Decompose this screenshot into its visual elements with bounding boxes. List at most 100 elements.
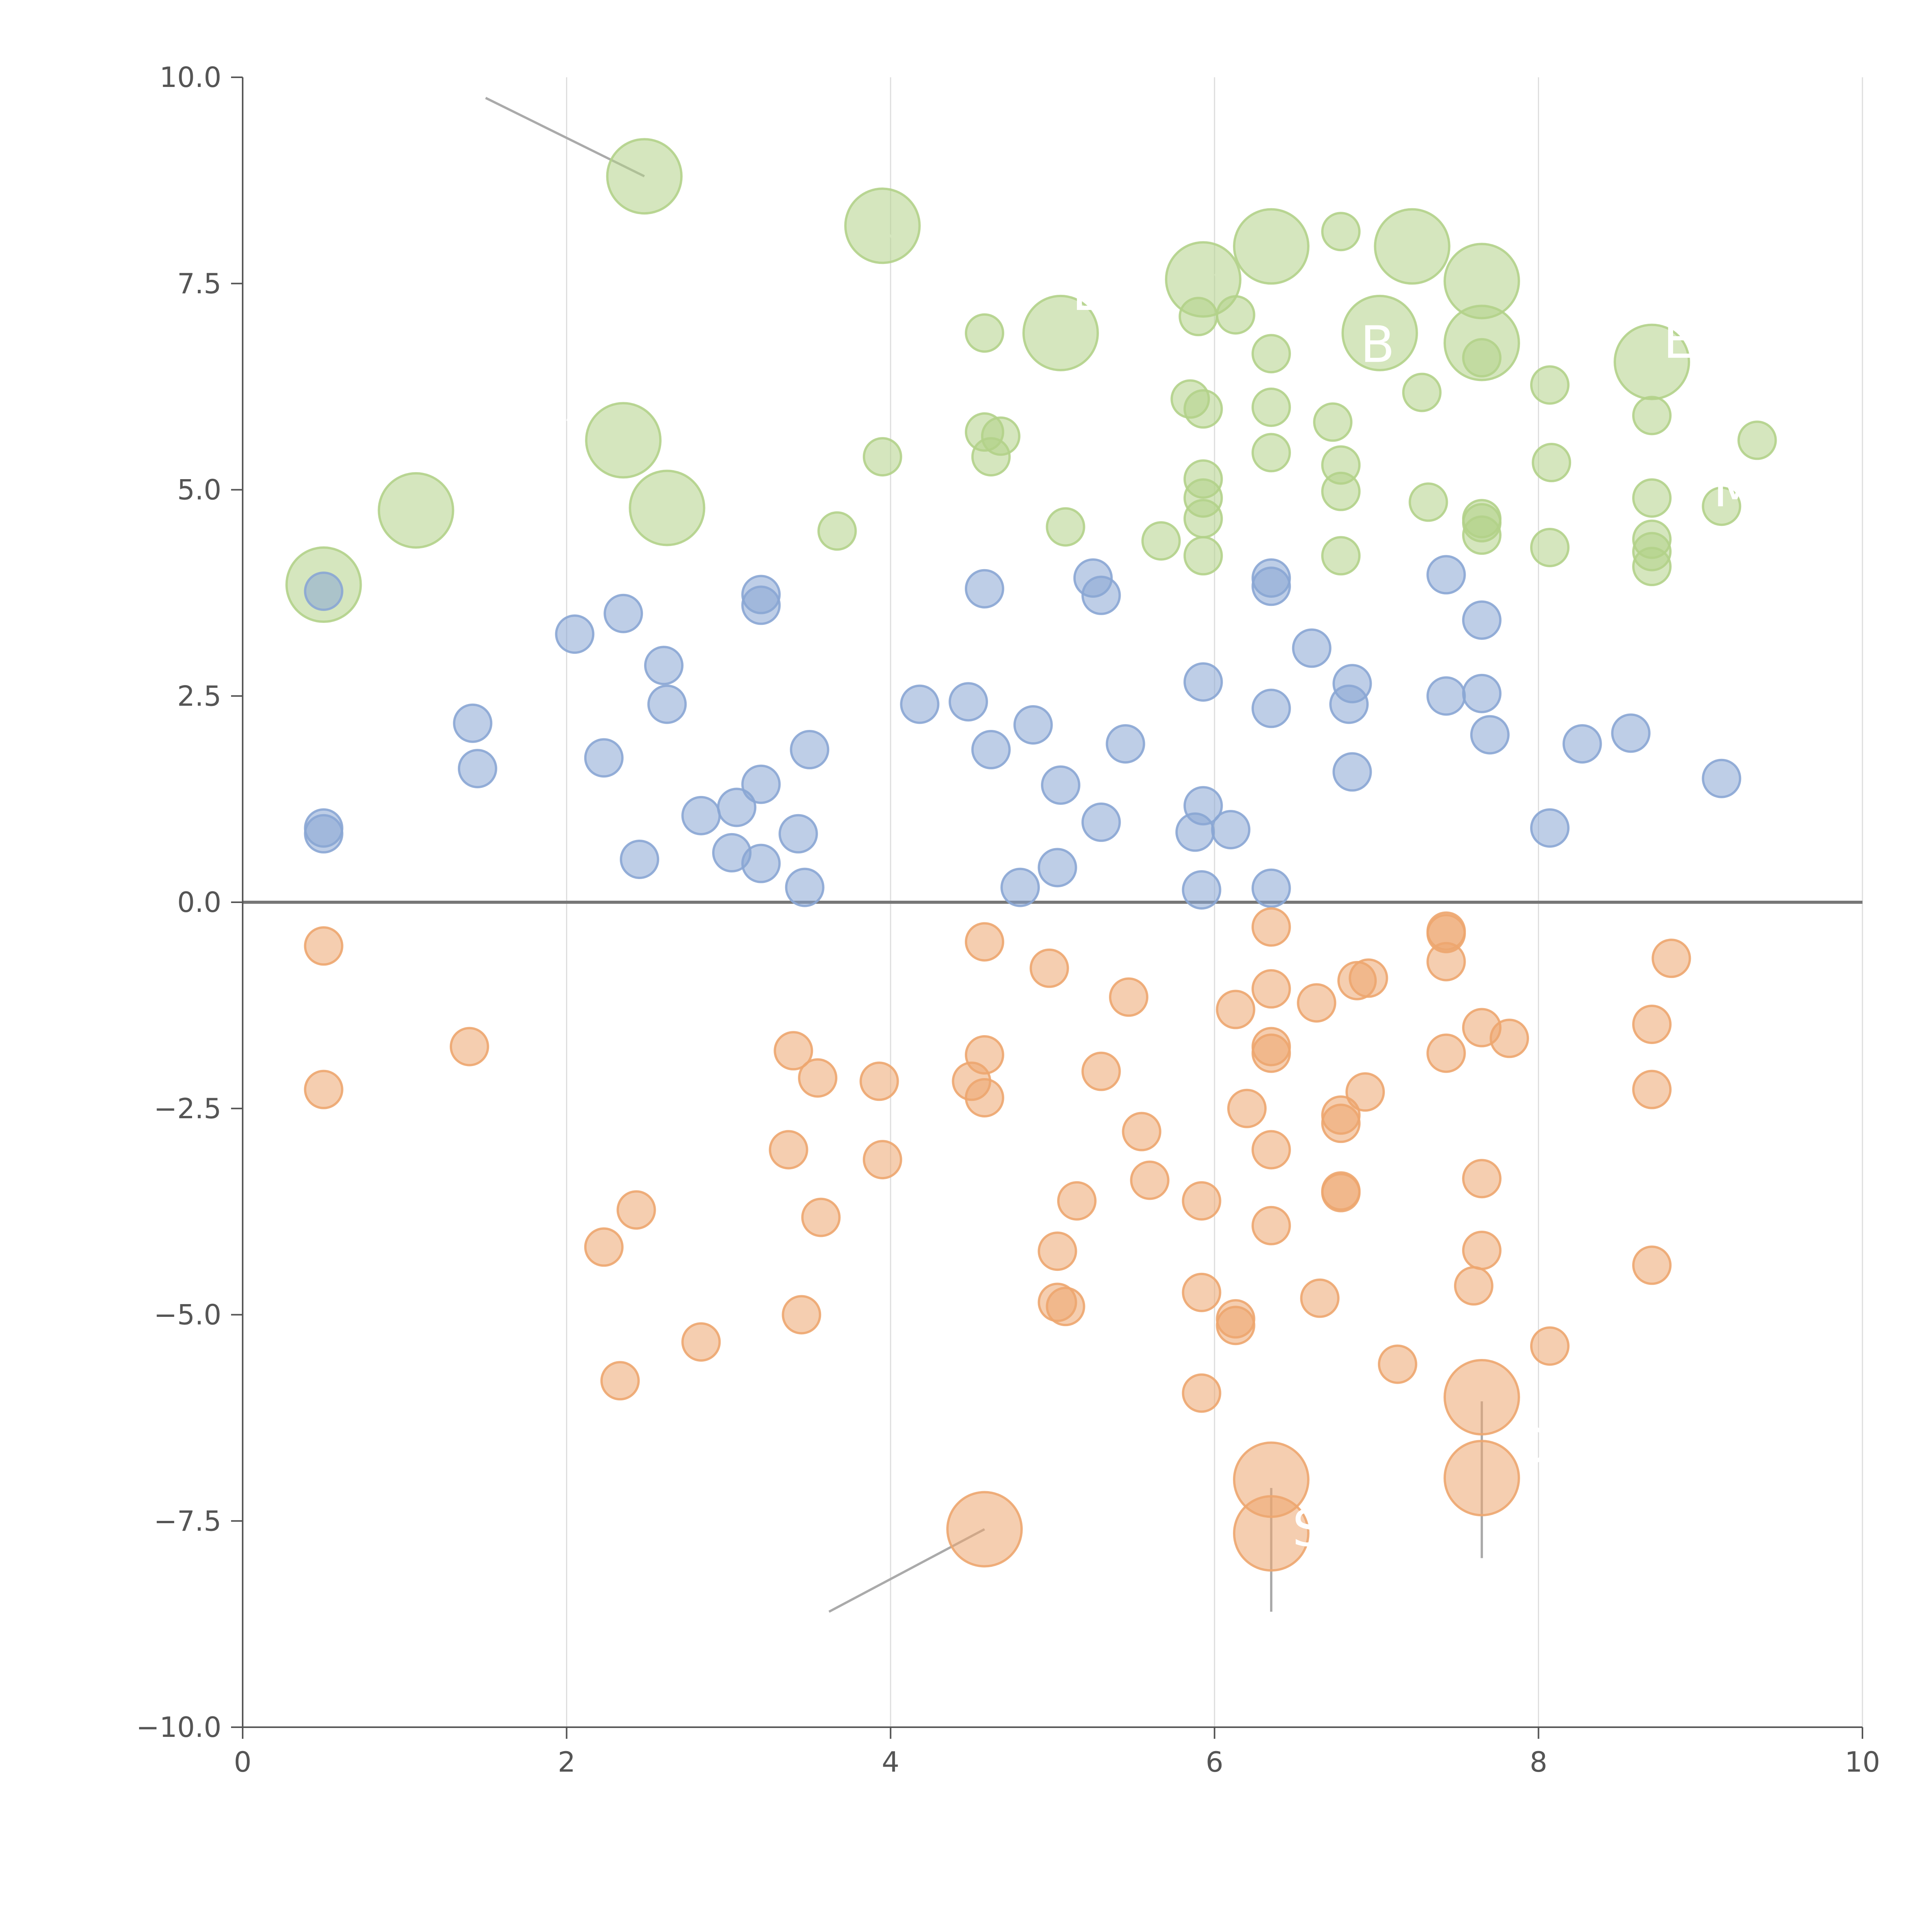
blue-point-45 bbox=[1332, 752, 1372, 792]
green-point-53 bbox=[1737, 420, 1777, 460]
y-tick-label-7: 7.5 bbox=[177, 267, 221, 300]
green-point-3 bbox=[629, 469, 706, 546]
y-tick-label-8: 10.0 bbox=[160, 61, 221, 94]
orange-point-34 bbox=[1227, 1088, 1267, 1128]
blue-point-50 bbox=[1470, 715, 1510, 755]
orange-point-8 bbox=[774, 1031, 813, 1071]
y-tick-label-4: 0.0 bbox=[177, 886, 221, 918]
annotation-label-2: B bbox=[1360, 315, 1395, 374]
orange-point-5 bbox=[616, 1190, 656, 1230]
green-point-11 bbox=[971, 437, 1011, 477]
green-point-35 bbox=[1402, 372, 1442, 412]
orange-point-55 bbox=[1426, 942, 1466, 981]
orange-point-62 bbox=[1443, 1440, 1520, 1517]
blue-point-30 bbox=[1081, 575, 1121, 615]
green-point-17 bbox=[1165, 241, 1242, 318]
blue-point-26 bbox=[1013, 705, 1053, 745]
bubble-points bbox=[285, 138, 1777, 1572]
green-point-48 bbox=[1632, 478, 1672, 518]
green-point-25 bbox=[1251, 334, 1291, 374]
green-point-13 bbox=[1046, 507, 1085, 547]
orange-point-33 bbox=[1216, 1299, 1255, 1339]
orange-point-48 bbox=[1321, 1173, 1361, 1213]
orange-point-67 bbox=[1632, 1245, 1672, 1285]
blue-point-28 bbox=[1041, 765, 1080, 805]
orange-point-26 bbox=[1122, 1112, 1162, 1151]
orange-point-10 bbox=[798, 1058, 838, 1098]
orange-point-11 bbox=[801, 1197, 841, 1237]
green-point-28 bbox=[1321, 212, 1361, 252]
green-point-52 bbox=[1702, 486, 1742, 526]
y-tick-label-1: −7.5 bbox=[154, 1505, 221, 1537]
orange-point-16 bbox=[964, 1035, 1004, 1075]
orange-point-7 bbox=[769, 1130, 808, 1170]
orange-point-38 bbox=[1251, 1033, 1291, 1073]
x-tick-label-2: 4 bbox=[882, 1746, 900, 1778]
green-point-8 bbox=[964, 313, 1004, 353]
orange-point-50 bbox=[1349, 958, 1388, 998]
orange-point-40 bbox=[1251, 1206, 1291, 1245]
orange-point-25 bbox=[1109, 977, 1149, 1017]
blue-point-27 bbox=[1037, 848, 1077, 888]
orange-point-12 bbox=[859, 1061, 899, 1101]
blue-point-35 bbox=[1183, 662, 1223, 702]
green-point-39 bbox=[1462, 338, 1502, 378]
orange-point-18 bbox=[946, 1491, 1023, 1568]
blue-point-24 bbox=[971, 730, 1011, 770]
orange-point-3 bbox=[584, 1227, 624, 1267]
orange-point-19 bbox=[1029, 948, 1069, 988]
orange-point-46 bbox=[1321, 1104, 1361, 1143]
blue-point-19 bbox=[785, 867, 825, 907]
blue-point-20 bbox=[790, 730, 830, 770]
green-point-23 bbox=[1216, 295, 1255, 335]
blue-point-15 bbox=[741, 585, 781, 625]
blue-point-23 bbox=[964, 569, 1004, 609]
blue-point-36 bbox=[1183, 786, 1223, 826]
orange-point-56 bbox=[1426, 1033, 1466, 1073]
annotation-labels: L A B ER FM C S bbox=[1072, 263, 1757, 1558]
blue-point-47 bbox=[1426, 676, 1466, 716]
orange-point-1 bbox=[304, 1070, 344, 1109]
green-point-29 bbox=[1313, 402, 1353, 442]
blue-point-8 bbox=[620, 839, 660, 879]
green-point-2 bbox=[585, 402, 662, 479]
blue-point-31 bbox=[1081, 802, 1121, 842]
blue-point-39 bbox=[1251, 566, 1291, 606]
green-point-22 bbox=[1183, 536, 1223, 576]
green-point-47 bbox=[1632, 396, 1672, 435]
orange-point-43 bbox=[1297, 983, 1337, 1023]
blue-point-37 bbox=[1211, 810, 1251, 850]
green-point-5 bbox=[844, 187, 921, 264]
orange-point-68 bbox=[1651, 939, 1691, 978]
orange-point-58 bbox=[1462, 1159, 1502, 1199]
green-point-24 bbox=[1233, 208, 1310, 285]
x-tick-label-1: 2 bbox=[558, 1746, 575, 1778]
x-tick-label-0: 0 bbox=[234, 1746, 252, 1778]
orange-point-13 bbox=[862, 1140, 902, 1180]
blue-point-25 bbox=[1000, 867, 1040, 907]
orange-point-39 bbox=[1251, 1130, 1291, 1170]
blue-point-46 bbox=[1426, 555, 1466, 595]
blue-point-2 bbox=[304, 814, 344, 854]
blue-point-49 bbox=[1462, 673, 1502, 713]
annotation-label-5: C bbox=[1509, 1417, 1544, 1475]
orange-point-61 bbox=[1443, 1359, 1520, 1435]
orange-point-27 bbox=[1130, 1160, 1170, 1200]
green-point-14 bbox=[1141, 521, 1181, 561]
orange-point-42 bbox=[1233, 1495, 1310, 1572]
blue-point-4 bbox=[457, 749, 497, 789]
y-tick-label-2: −5.0 bbox=[154, 1299, 221, 1331]
orange-point-0 bbox=[304, 926, 344, 966]
orange-point-65 bbox=[1632, 1004, 1672, 1044]
green-point-4 bbox=[606, 138, 683, 215]
green-point-32 bbox=[1321, 536, 1361, 576]
orange-point-17 bbox=[964, 1078, 1004, 1117]
orange-point-2 bbox=[449, 1027, 489, 1066]
blue-point-21 bbox=[900, 684, 940, 724]
orange-point-15 bbox=[964, 922, 1004, 962]
orange-point-44 bbox=[1300, 1278, 1340, 1318]
green-point-7 bbox=[862, 437, 902, 477]
y-tick-label-6: 5.0 bbox=[177, 474, 221, 506]
green-point-51 bbox=[1632, 547, 1672, 587]
